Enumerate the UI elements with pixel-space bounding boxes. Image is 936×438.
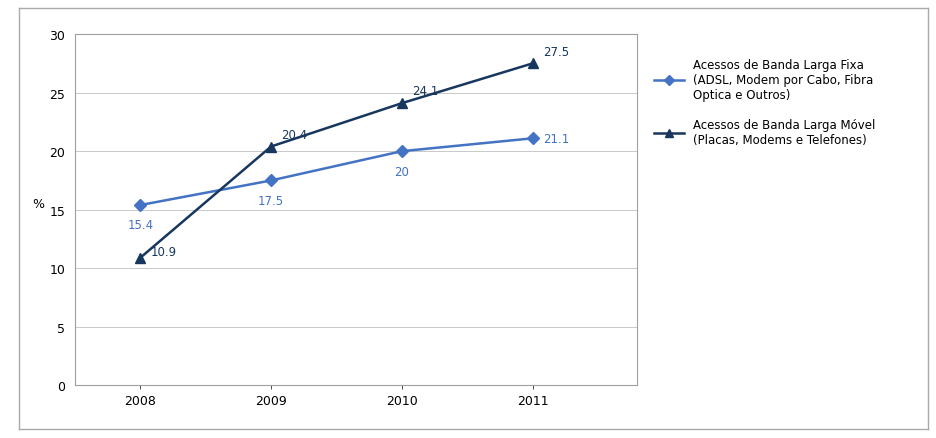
Text: 21.1: 21.1	[543, 133, 569, 145]
Text: 24.1: 24.1	[412, 85, 438, 98]
Text: 17.5: 17.5	[257, 194, 284, 207]
Text: 15.4: 15.4	[127, 219, 154, 232]
Text: 10.9: 10.9	[151, 245, 177, 258]
Y-axis label: %: %	[32, 197, 44, 210]
Text: 20: 20	[394, 165, 409, 178]
Text: 20.4: 20.4	[281, 128, 307, 141]
Text: 27.5: 27.5	[543, 46, 568, 58]
Legend: Acessos de Banda Larga Fixa
(ADSL, Modem por Cabo, Fibra
Optica e Outros), Acess: Acessos de Banda Larga Fixa (ADSL, Modem…	[653, 58, 875, 147]
